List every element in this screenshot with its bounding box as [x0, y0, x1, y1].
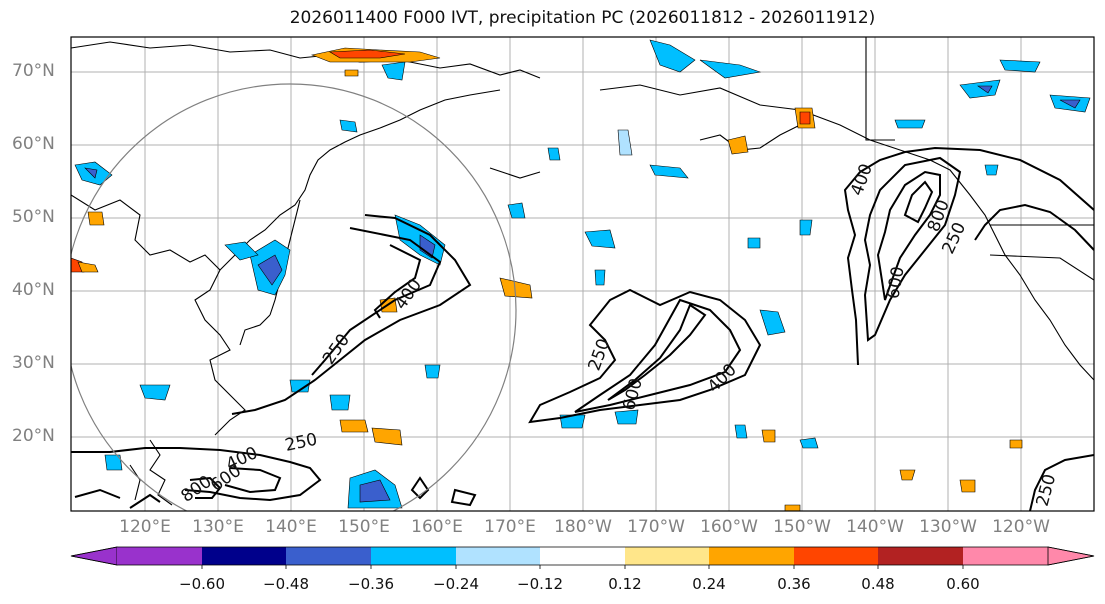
colorbar-segment — [456, 547, 540, 565]
longitude-label: 120°W — [992, 517, 1050, 537]
longitude-label: 120°E — [119, 517, 171, 537]
latitude-label: 30°N — [12, 353, 55, 373]
colorbar-tick-label: −0.36 — [348, 575, 394, 593]
longitude-label: 170°W — [627, 517, 685, 537]
longitude-label: 160°E — [411, 517, 463, 537]
longitude-label: 160°W — [700, 517, 758, 537]
latitude-label: 60°N — [12, 134, 55, 154]
ivt-contours — [71, 146, 1094, 511]
latitude-label: 50°N — [12, 207, 55, 227]
colorbar-tick-label: −0.48 — [263, 575, 309, 593]
region-circle — [71, 83, 517, 511]
longitude-label: 180°W — [554, 517, 612, 537]
longitude-label: 170°E — [484, 517, 536, 537]
colorbar-segment — [794, 547, 878, 565]
colorbar-segment — [625, 547, 709, 565]
colorbar — [70, 546, 1095, 569]
colorbar-tick-label: 0.60 — [946, 575, 980, 593]
longitude-label: 140°E — [265, 517, 317, 537]
colorbar-tick-label: 0.24 — [692, 575, 726, 593]
colorbar-extend-high — [1047, 546, 1095, 566]
colorbar-tick-label: 0.36 — [777, 575, 811, 593]
map-frame — [70, 36, 1095, 512]
colorbar-segment — [117, 547, 202, 565]
colorbar-segment — [878, 547, 963, 565]
colorbar-extend-low — [70, 546, 118, 566]
colorbar-segment — [202, 547, 286, 565]
colorbar-tick-label: 0.12 — [608, 575, 642, 593]
colorbar-tick-label: −0.60 — [179, 575, 225, 593]
colorbar-tick-label: −0.24 — [433, 575, 479, 593]
longitude-label: 150°E — [338, 517, 390, 537]
colorbar-tick-label: 0.48 — [861, 575, 895, 593]
longitude-label: 150°W — [773, 517, 831, 537]
colorbar-segment — [540, 547, 625, 565]
longitude-label: 140°W — [846, 517, 904, 537]
longitude-label: 130°W — [919, 517, 977, 537]
precip-negative-shading — [74, 39, 1091, 509]
longitude-label: 130°E — [192, 517, 244, 537]
colorbar-tick-label: −0.12 — [517, 575, 563, 593]
latitude-label: 70°N — [12, 61, 55, 81]
colorbar-segment — [963, 547, 1048, 565]
colorbar-segment — [371, 547, 456, 565]
colorbar-segment — [286, 547, 371, 565]
latitude-label: 40°N — [12, 280, 55, 300]
latitude-label: 20°N — [12, 426, 55, 446]
map-title: 2026011400 F000 IVT, precipitation PC (2… — [289, 8, 876, 28]
colorbar-segment — [709, 547, 794, 565]
